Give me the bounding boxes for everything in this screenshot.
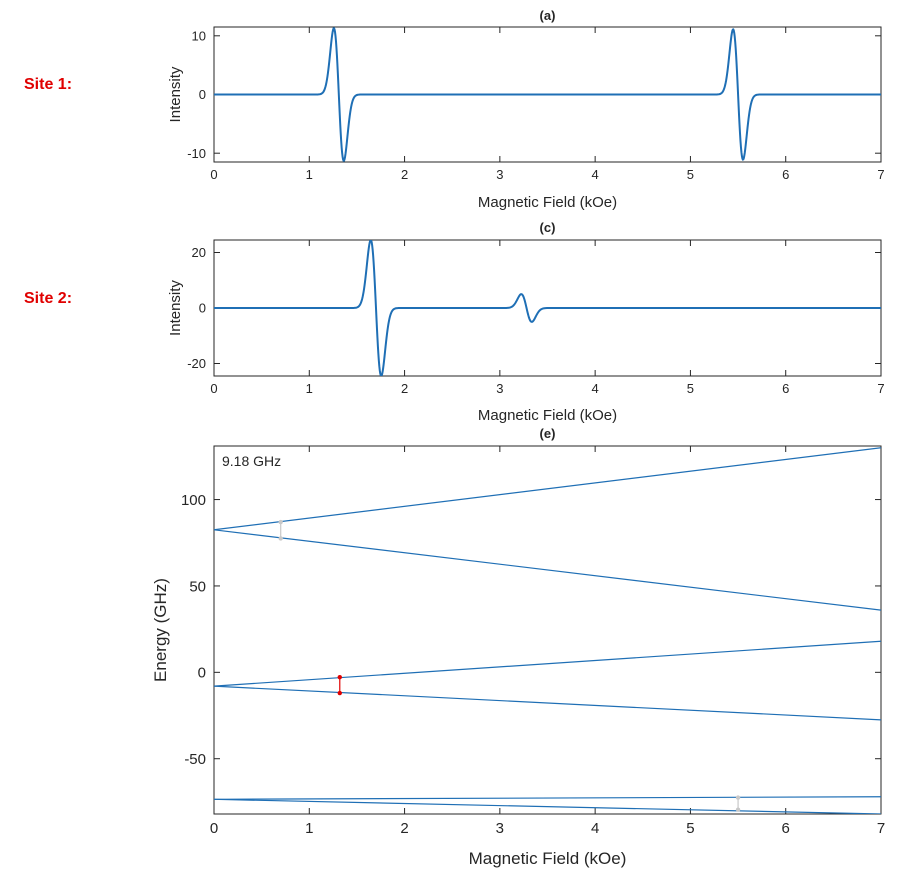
x-tick-label: 1 [305,820,313,837]
x-tick-label: 4 [591,820,599,837]
x-tick-label: 3 [496,167,503,182]
y-axis-label: Intensity [167,280,184,336]
y-tick-label: -20 [187,356,206,371]
x-tick-label: 1 [306,167,313,182]
chart-0: (a) 0 1 2 3 4 5 6 7 10 0 -10 Magnetic Field (kOe) Int… [167,8,885,211]
x-tick-label: 7 [877,381,884,396]
y-tick-label: 10 [192,28,206,43]
x-tick-label: 0 [210,381,217,396]
energy-level-line [214,529,881,611]
y-tick-label: -10 [187,146,206,161]
transition-point [735,807,741,812]
energy-level-line [214,798,881,814]
chart-2: (e) 0 1 2 3 4 5 6 7 100 50 0 -50 Magnetic Field (kOe)… [151,426,885,868]
transition-point [278,536,283,541]
transition-point [337,674,342,680]
transition-point [735,795,741,800]
x-tick-label: 6 [782,167,789,182]
chart-title: (a) [540,8,556,23]
site-1-label: Site 1: [24,76,73,93]
y-tick-label: 0 [199,87,206,102]
y-tick-label: 20 [192,245,206,260]
x-tick-label: 1 [306,381,313,396]
energy-level-line [214,685,881,721]
energy-level-line [214,796,881,800]
x-tick-label: 4 [592,381,599,396]
x-tick-label: 5 [687,381,694,396]
x-tick-label: 2 [400,820,408,837]
y-tick-label: 50 [189,578,206,595]
x-tick-label: 7 [877,820,885,837]
x-tick-label: 0 [210,820,218,837]
x-tick-label: 2 [401,381,408,396]
x-tick-label: 3 [496,820,504,837]
x-tick-label: 6 [782,381,789,396]
chart-title: (e) [540,426,556,441]
transition-point [278,519,283,525]
x-tick-label: 5 [687,167,694,182]
y-axis-label: Energy (GHz) [151,578,170,682]
energy-level-line [214,447,881,531]
chart-1: (c) 0 1 2 3 4 5 6 7 20 0 -20 Magnetic Field (kOe) Int… [167,220,885,424]
x-tick-label: 5 [686,820,694,837]
x-axis-label: Magnetic Field (kOe) [478,194,617,211]
x-axis-label: Magnetic Field (kOe) [469,849,627,868]
y-axis-label: Intensity [167,66,184,122]
x-tick-label: 4 [592,167,599,182]
y-tick-label: 0 [198,665,206,682]
frequency-annotation: 9.18 GHz [222,453,281,469]
energy-level-line [214,640,881,687]
x-tick-label: 7 [877,167,884,182]
x-axis-label: Magnetic Field (kOe) [478,407,617,424]
site-2-label: Site 2: [24,290,73,307]
spectrum-line [214,27,881,162]
y-tick-label: 100 [181,492,206,509]
x-tick-label: 0 [210,167,217,182]
x-tick-label: 2 [401,167,408,182]
chart-title: (c) [540,220,556,235]
x-tick-label: 3 [496,381,503,396]
x-tick-label: 6 [782,820,790,837]
y-tick-label: 0 [199,301,206,316]
plot-frame [213,445,882,815]
transition-point [337,690,342,696]
y-tick-label: -50 [184,751,206,768]
spectrum-line [214,240,881,376]
